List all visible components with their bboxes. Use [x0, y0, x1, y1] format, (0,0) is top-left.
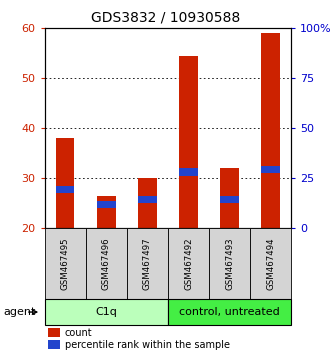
Text: count: count: [65, 328, 92, 338]
Bar: [97, 201, 116, 208]
Text: GSM467495: GSM467495: [61, 238, 70, 290]
Bar: [168, 299, 291, 325]
Bar: [220, 169, 239, 228]
Text: agent: agent: [3, 307, 36, 317]
Text: GSM467492: GSM467492: [184, 238, 193, 290]
Bar: [261, 33, 280, 228]
Text: GSM467497: GSM467497: [143, 238, 152, 290]
Bar: [179, 56, 198, 228]
Bar: [220, 196, 239, 203]
Bar: [56, 186, 74, 193]
Bar: [179, 168, 198, 176]
Bar: [97, 196, 116, 228]
Text: GSM467494: GSM467494: [266, 238, 275, 290]
Bar: [45, 299, 168, 325]
Bar: [138, 178, 157, 228]
Text: control, untreated: control, untreated: [179, 307, 280, 317]
Bar: [127, 228, 168, 299]
Text: C1q: C1q: [95, 307, 117, 317]
Bar: [168, 228, 209, 299]
Text: percentile rank within the sample: percentile rank within the sample: [65, 340, 229, 350]
Text: GSM467496: GSM467496: [102, 238, 111, 290]
Bar: [86, 228, 127, 299]
Text: GSM467493: GSM467493: [225, 238, 234, 290]
Text: GDS3832 / 10930588: GDS3832 / 10930588: [91, 11, 240, 25]
Bar: [45, 228, 86, 299]
Bar: [138, 196, 157, 203]
Bar: [261, 166, 280, 173]
Bar: [209, 228, 250, 299]
Bar: [250, 228, 291, 299]
Bar: [56, 138, 74, 228]
